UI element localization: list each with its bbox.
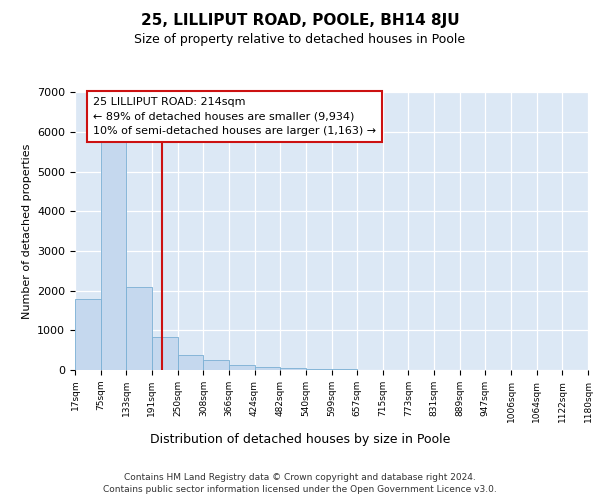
Text: 25, LILLIPUT ROAD, POOLE, BH14 8JU: 25, LILLIPUT ROAD, POOLE, BH14 8JU <box>140 12 460 28</box>
Bar <box>229 365 254 370</box>
Text: Contains HM Land Registry data © Crown copyright and database right 2024.: Contains HM Land Registry data © Crown c… <box>124 472 476 482</box>
Bar <box>254 367 280 370</box>
Bar <box>178 355 203 370</box>
Y-axis label: Number of detached properties: Number of detached properties <box>22 144 32 319</box>
Bar <box>280 368 305 370</box>
Text: Contains public sector information licensed under the Open Government Licence v3: Contains public sector information licen… <box>103 485 497 494</box>
Bar <box>101 140 126 370</box>
Text: Distribution of detached houses by size in Poole: Distribution of detached houses by size … <box>150 432 450 446</box>
Bar <box>332 369 358 370</box>
Bar <box>305 369 332 370</box>
Bar <box>126 286 152 370</box>
Bar <box>75 298 101 370</box>
Text: Size of property relative to detached houses in Poole: Size of property relative to detached ho… <box>134 32 466 46</box>
Bar <box>203 360 229 370</box>
Bar <box>152 337 178 370</box>
Text: 25 LILLIPUT ROAD: 214sqm
← 89% of detached houses are smaller (9,934)
10% of sem: 25 LILLIPUT ROAD: 214sqm ← 89% of detach… <box>93 96 376 136</box>
